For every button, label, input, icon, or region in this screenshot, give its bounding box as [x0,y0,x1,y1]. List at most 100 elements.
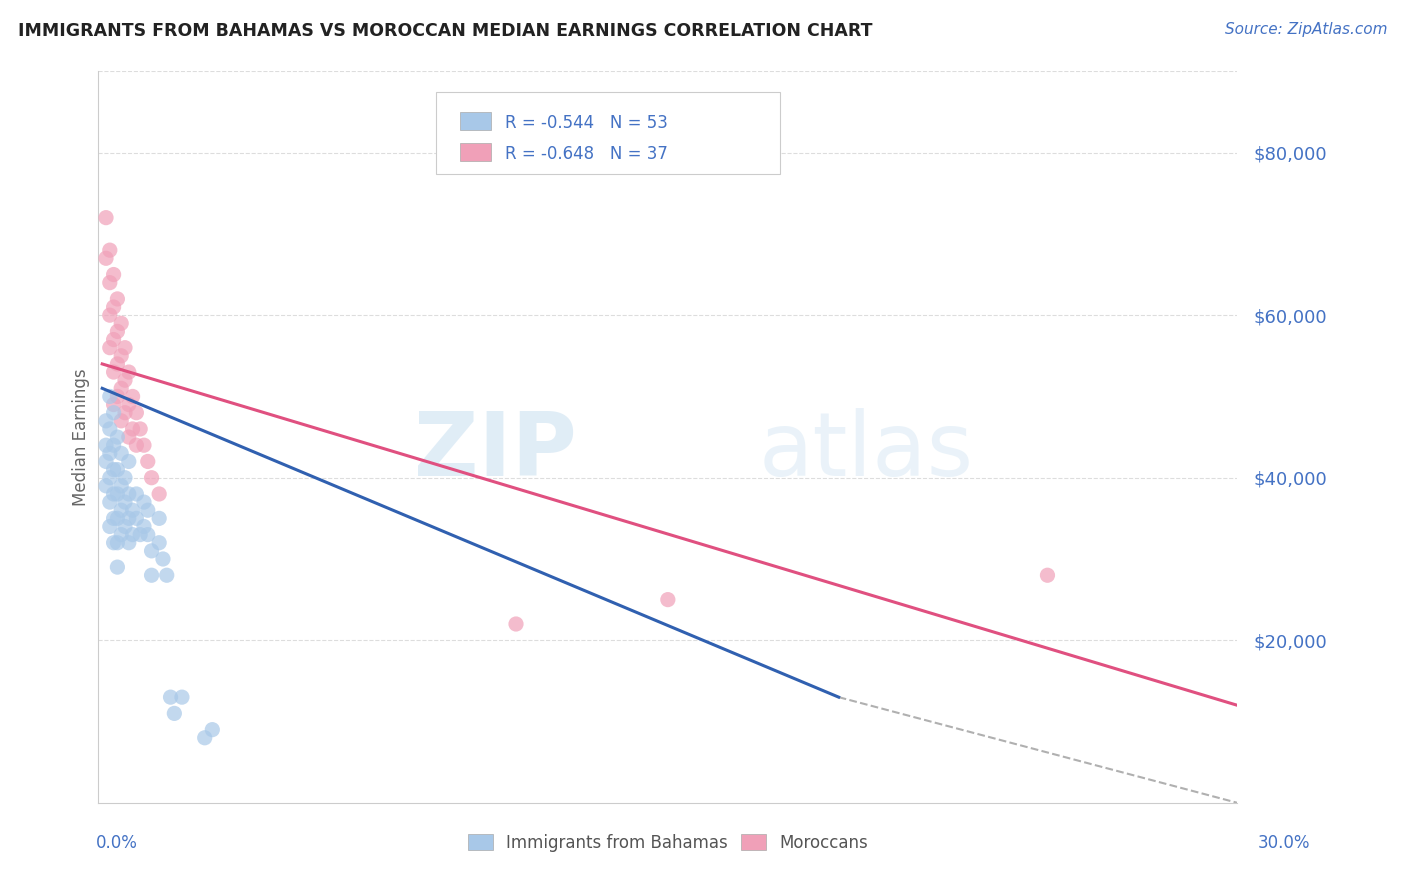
Legend: Immigrants from Bahamas, Moroccans: Immigrants from Bahamas, Moroccans [463,829,873,856]
Point [94,438,117,452]
Point [110,414,132,428]
Point [170,690,193,705]
Point [125,511,148,525]
Point [98,308,121,322]
Point [103,438,125,452]
Point [107,389,129,403]
Point [94,252,117,266]
Point [107,430,129,444]
Text: Source: ZipAtlas.com: Source: ZipAtlas.com [1225,22,1388,37]
Point [107,462,129,476]
Text: R = -0.544   N = 53: R = -0.544 N = 53 [505,114,668,132]
Point [103,365,125,379]
Point [114,341,136,355]
Point [125,487,148,501]
Point [98,446,121,460]
Point [110,446,132,460]
Point [107,292,129,306]
Point [136,503,159,517]
Point [103,268,125,282]
Point [114,495,136,509]
Point [129,422,152,436]
Point [107,560,129,574]
Point [98,519,121,533]
Point [148,511,170,525]
Point [98,495,121,509]
Point [103,300,125,314]
Point [94,414,117,428]
Point [121,389,143,403]
Point [103,511,125,525]
Point [110,349,132,363]
Point [98,276,121,290]
Y-axis label: Median Earnings: Median Earnings [72,368,90,506]
Point [121,503,143,517]
Point [94,479,117,493]
Point [132,519,155,533]
Point [129,527,152,541]
Point [103,406,125,420]
Point [118,398,141,412]
Point [118,430,141,444]
Point [657,592,679,607]
Point [107,535,129,549]
Point [103,535,125,549]
Point [114,406,136,420]
Point [118,511,141,525]
Point [114,519,136,533]
Point [132,438,155,452]
Text: 0.0%: 0.0% [96,834,138,852]
Point [103,487,125,501]
Point [141,544,163,558]
Point [201,723,224,737]
Point [107,511,129,525]
Point [141,568,163,582]
Point [114,471,136,485]
Text: R = -0.648   N = 37: R = -0.648 N = 37 [505,145,668,162]
Point [132,495,155,509]
Point [107,357,129,371]
Point [136,527,159,541]
Point [121,527,143,541]
Point [194,731,217,745]
Point [110,527,132,541]
Point [148,535,170,549]
Text: IMMIGRANTS FROM BAHAMAS VS MOROCCAN MEDIAN EARNINGS CORRELATION CHART: IMMIGRANTS FROM BAHAMAS VS MOROCCAN MEDI… [18,22,873,40]
Point [94,211,117,225]
Point [118,535,141,549]
Point [103,333,125,347]
Point [98,422,121,436]
Point [98,389,121,403]
Point [103,398,125,412]
Point [118,365,141,379]
Point [125,406,148,420]
Point [152,552,174,566]
Point [136,454,159,468]
Point [110,316,132,330]
Point [103,462,125,476]
Text: atlas: atlas [759,409,974,495]
Point [125,438,148,452]
Point [118,487,141,501]
Point [159,690,181,705]
Point [505,617,527,632]
Point [110,503,132,517]
Point [118,454,141,468]
Point [110,479,132,493]
Text: ZIP: ZIP [413,409,576,495]
Point [1036,568,1059,582]
Point [94,454,117,468]
Point [163,706,186,721]
Point [98,471,121,485]
Point [107,325,129,339]
Point [148,487,170,501]
Point [121,422,143,436]
Point [114,373,136,387]
Point [110,381,132,395]
Point [141,471,163,485]
Text: 30.0%: 30.0% [1258,834,1310,852]
Point [98,243,121,257]
Point [107,487,129,501]
Point [98,341,121,355]
Point [156,568,179,582]
